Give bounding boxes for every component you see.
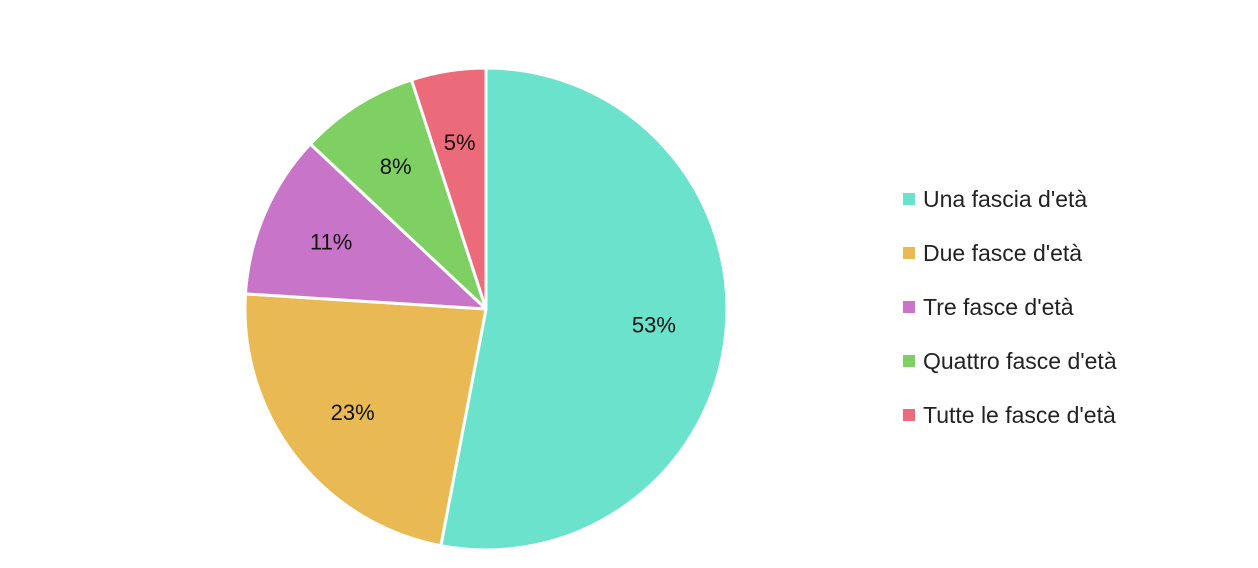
- legend-item-tre-fasce-d-eta: Tre fasce d'età: [903, 280, 1117, 334]
- legend-label: Quattro fasce d'età: [923, 347, 1117, 374]
- pie-slice-due-fasce-d-eta: [243, 292, 488, 548]
- legend-swatch: [903, 355, 915, 367]
- legend-item-una-fascia-d-eta: Una fascia d'età: [903, 172, 1117, 226]
- pie-slice-tutte-le-fasce-d-eta: [410, 66, 488, 311]
- legend-item-quattro-fasce-d-eta: Quattro fasce d'età: [903, 334, 1117, 388]
- pie-slice-una-fascia-d-eta: [439, 66, 729, 552]
- pie-slice-quattro-fasce-d-eta: [308, 78, 488, 311]
- legend-swatch: [903, 409, 915, 421]
- chart-legend: Una fascia d'età Due fasce d'età Tre fasce…: [903, 172, 1117, 442]
- data-label-una-fascia-d-eta: 53%: [632, 312, 676, 337]
- data-label-quattro-fasce-d-eta: 8%: [380, 154, 412, 179]
- legend-item-due-fasce-d-eta: Due fasce d'età: [903, 226, 1117, 280]
- data-label-tre-fasce-d-eta: 11%: [310, 230, 352, 255]
- data-label-tutte-le-fasce-d-eta: 5%: [444, 130, 476, 155]
- pie-slices: [243, 66, 729, 552]
- pie-data-labels: 53% 23% 11% 8% 5%: [310, 130, 676, 425]
- legend-swatch: [903, 247, 915, 259]
- legend-swatch: [903, 193, 915, 205]
- legend-label: Tre fasce d'età: [923, 293, 1074, 320]
- legend-label: Una fascia d'età: [923, 185, 1088, 212]
- legend-label: Tutte le fasce d'età: [923, 401, 1116, 428]
- legend-item-tutte-le-fasce-d-eta: Tutte le fasce d'età: [903, 388, 1117, 442]
- legend-swatch: [903, 301, 915, 313]
- pie-slice-tre-fasce-d-eta: [243, 142, 488, 311]
- legend-label: Due fasce d'età: [923, 239, 1083, 266]
- data-label-due-fasce-d-eta: 23%: [331, 400, 375, 425]
